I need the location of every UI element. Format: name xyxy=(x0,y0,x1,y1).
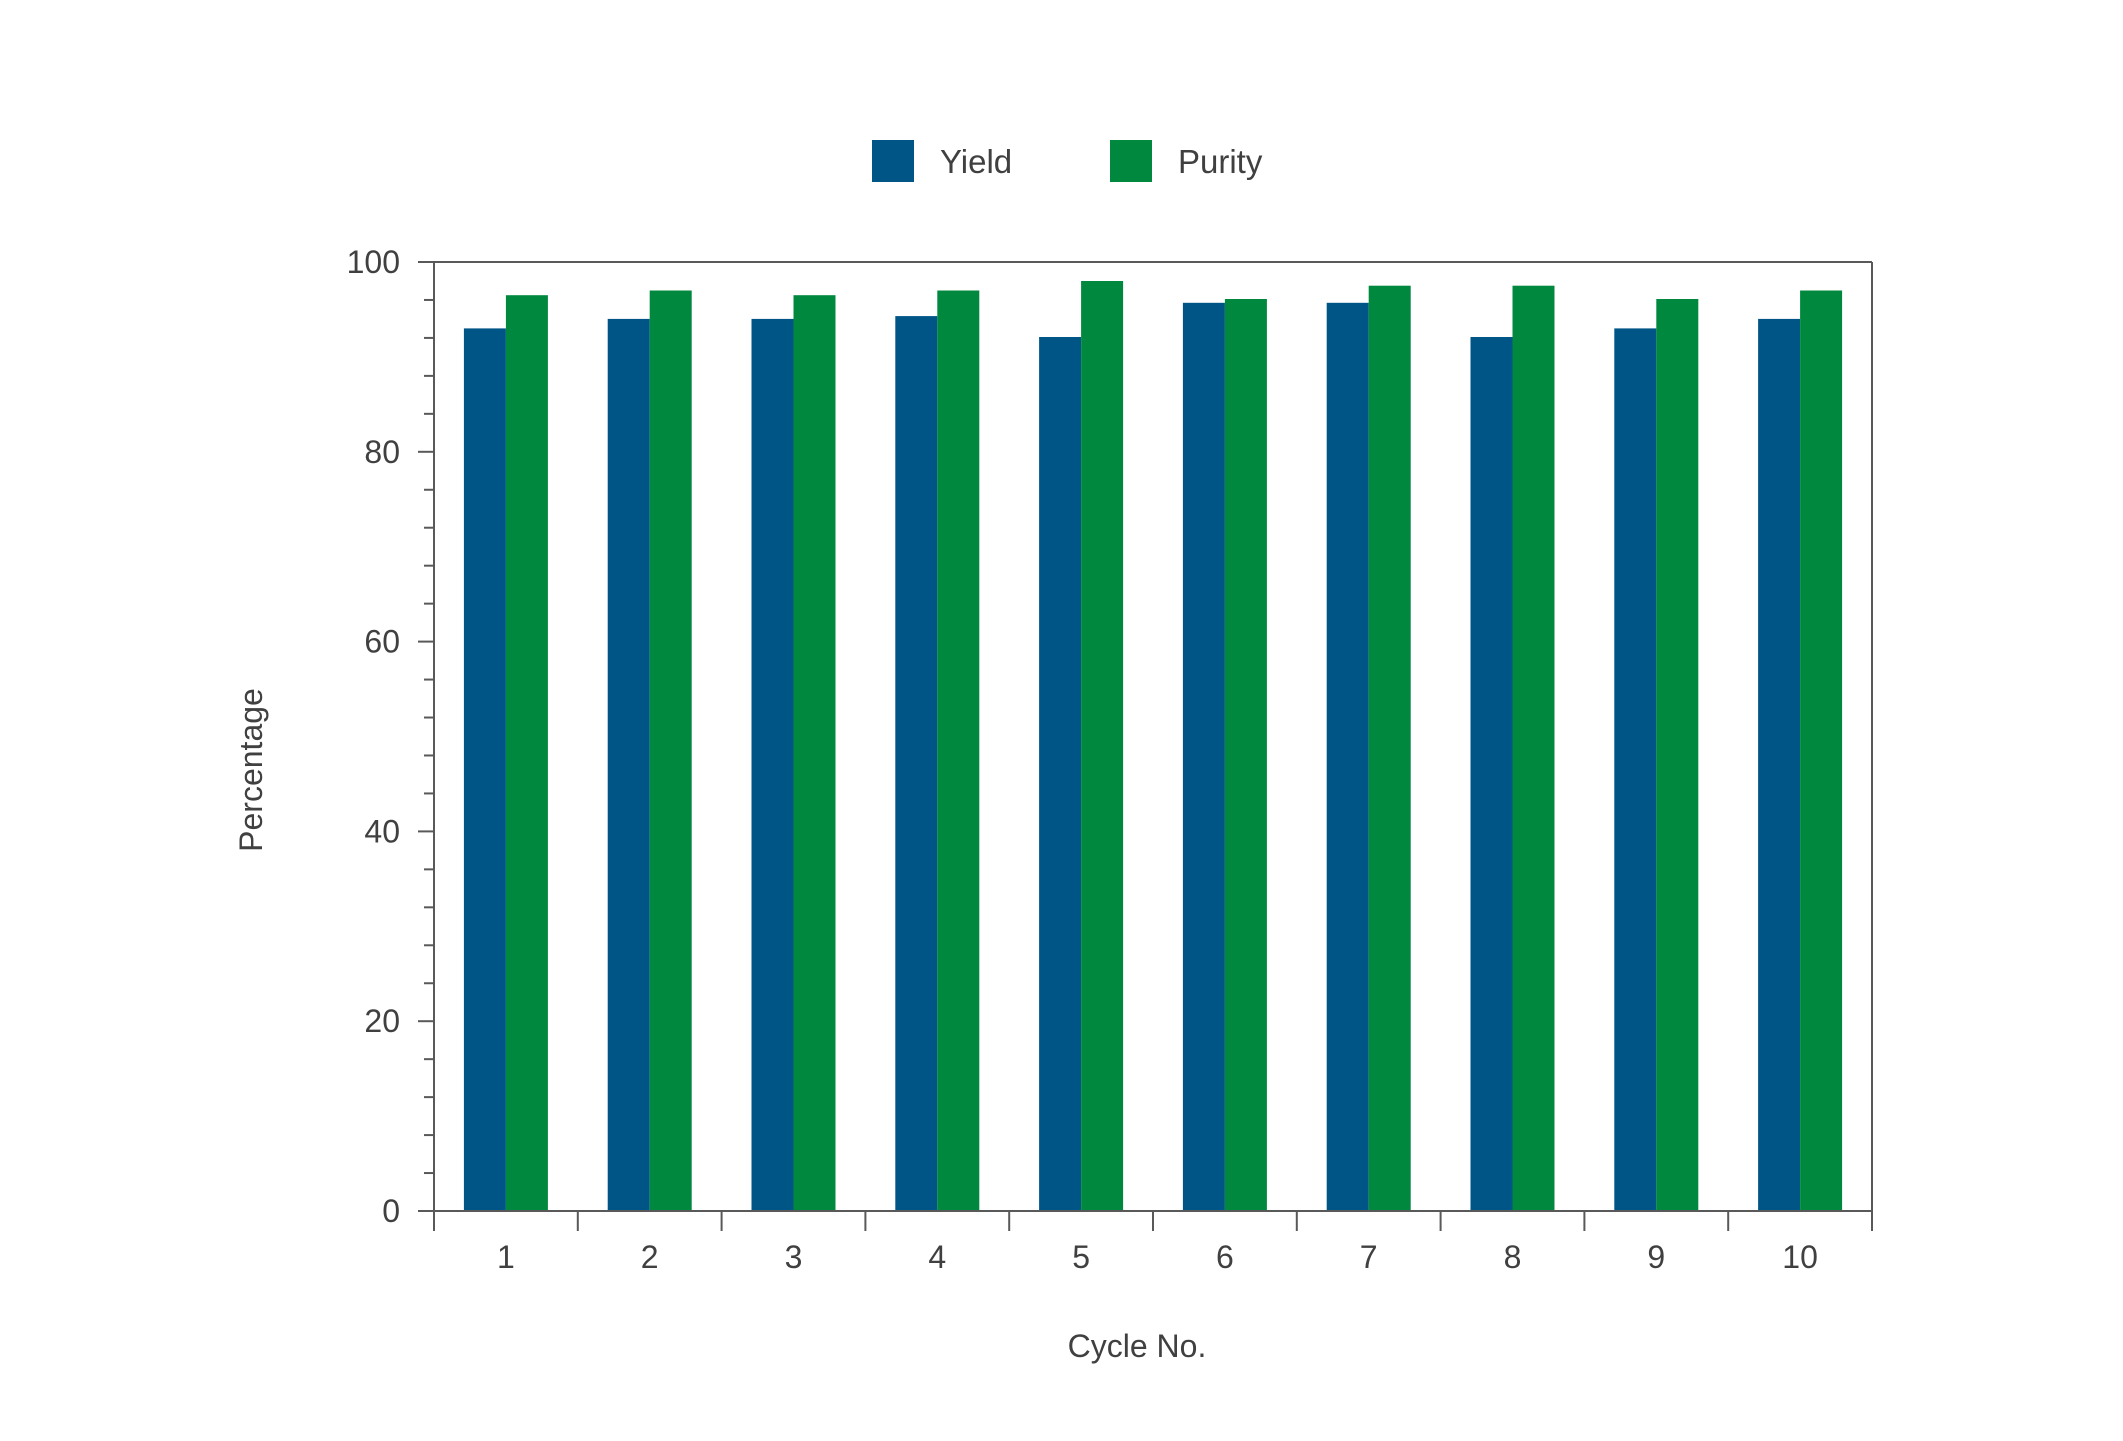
axes-layer xyxy=(433,261,1873,1212)
x-tick-label: 9 xyxy=(1647,1239,1665,1275)
x-axis-title: Cycle No. xyxy=(1068,1328,1207,1364)
x-tick-label: 7 xyxy=(1360,1239,1378,1275)
x-tick-label: 2 xyxy=(641,1239,659,1275)
x-tick-label: 3 xyxy=(785,1239,803,1275)
bar-purity-cycle-1 xyxy=(505,295,548,1211)
legend-label-purity: Purity xyxy=(1178,143,1263,180)
bar-yield-cycle-6 xyxy=(1182,302,1225,1211)
bar-purity-cycle-2 xyxy=(649,290,692,1211)
legend: Yield Purity xyxy=(872,140,1263,182)
x-tick-label: 1 xyxy=(497,1239,515,1275)
bar-yield-cycle-5 xyxy=(1039,337,1082,1211)
bar-yield-cycle-9 xyxy=(1614,328,1657,1211)
bar-yield-cycle-8 xyxy=(1470,337,1513,1211)
bar-yield-cycle-2 xyxy=(607,318,650,1211)
bar-yield-cycle-3 xyxy=(751,318,794,1211)
bar-purity-cycle-4 xyxy=(937,290,980,1211)
legend-label-yield: Yield xyxy=(940,143,1012,180)
y-tick-label: 40 xyxy=(364,813,400,849)
x-tick-label: 5 xyxy=(1072,1239,1090,1275)
bars-layer xyxy=(463,281,1843,1212)
legend-swatch-purity xyxy=(1110,140,1152,182)
x-ticks: 1 2 3 4 5 6 7 8 9 10 xyxy=(433,1211,1873,1275)
y-ticks: 0 20 40 60 80 100 xyxy=(347,244,434,1229)
bar-yield-cycle-1 xyxy=(463,328,506,1211)
bar-purity-cycle-5 xyxy=(1081,281,1124,1211)
x-tick-label: 10 xyxy=(1782,1239,1818,1275)
y-tick-label: 80 xyxy=(364,434,400,470)
y-axis-title: Percentage xyxy=(233,688,269,852)
bar-purity-cycle-9 xyxy=(1656,299,1699,1211)
bar-purity-cycle-6 xyxy=(1224,299,1267,1211)
y-tick-label: 20 xyxy=(364,1003,400,1039)
bar-purity-cycle-3 xyxy=(793,295,836,1211)
bar-purity-cycle-10 xyxy=(1800,290,1843,1211)
y-tick-label: 100 xyxy=(347,244,400,280)
bar-yield-cycle-4 xyxy=(895,316,938,1212)
bar-purity-cycle-7 xyxy=(1368,285,1411,1211)
x-tick-label: 4 xyxy=(928,1239,946,1275)
bar-yield-cycle-7 xyxy=(1326,302,1369,1211)
x-tick-label: 6 xyxy=(1216,1239,1234,1275)
y-tick-label: 0 xyxy=(382,1193,400,1229)
x-tick-label: 8 xyxy=(1504,1239,1522,1275)
y-tick-label: 60 xyxy=(364,624,400,660)
bar-yield-cycle-10 xyxy=(1758,318,1801,1211)
bar-purity-cycle-8 xyxy=(1512,285,1555,1211)
legend-swatch-yield xyxy=(872,140,914,182)
